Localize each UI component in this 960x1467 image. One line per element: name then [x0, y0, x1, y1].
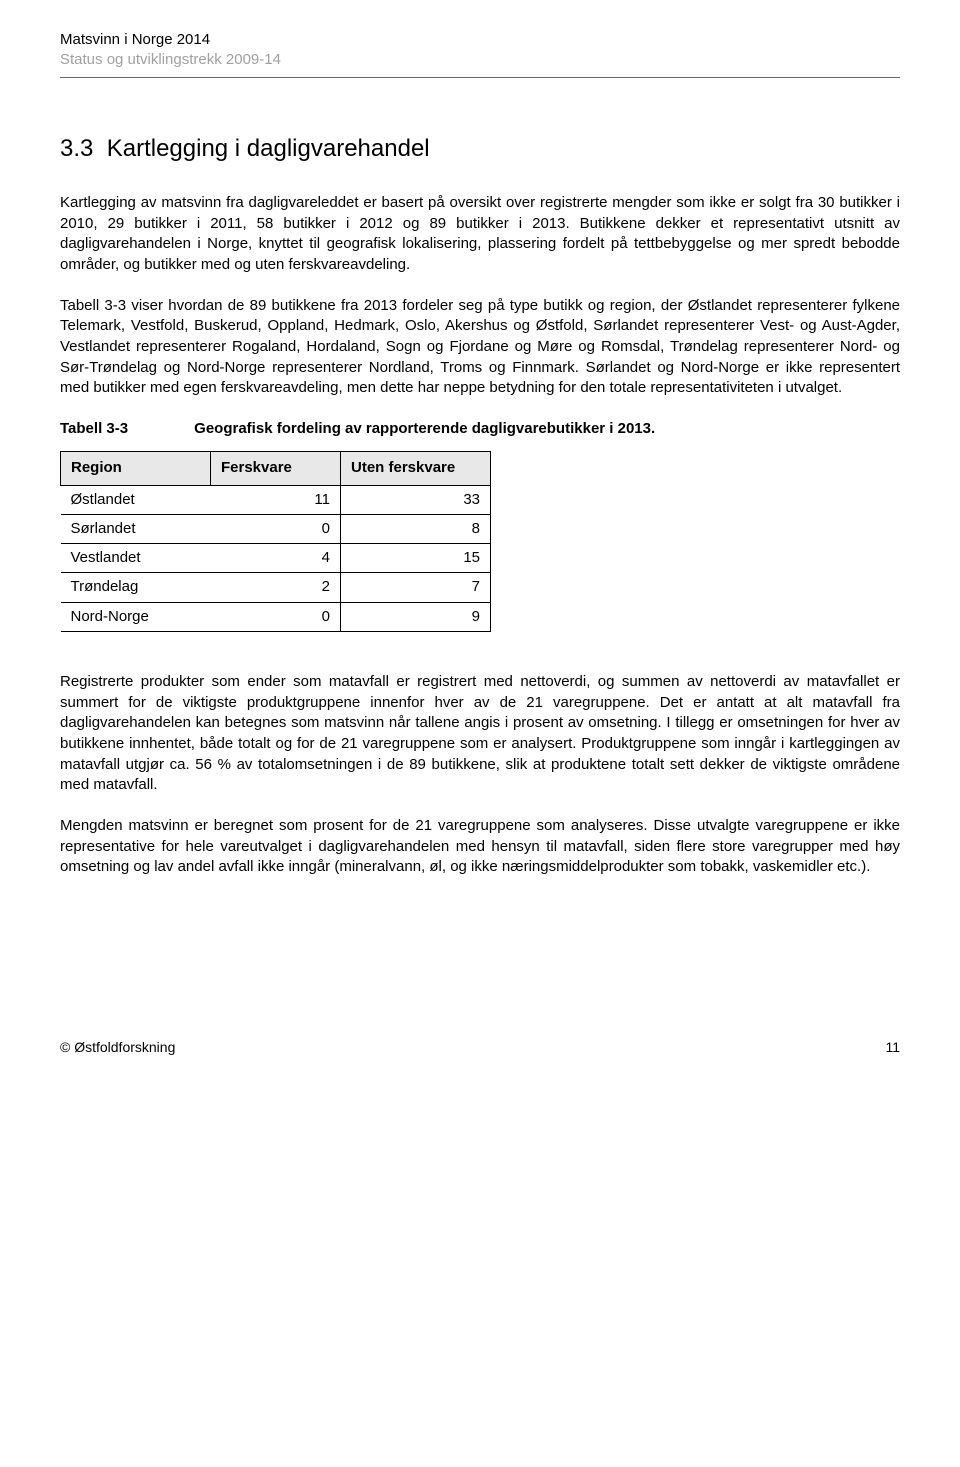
page-header: Matsvinn i Norge 2014 Status og utviklin… [60, 30, 900, 71]
region-table: Region Ferskvare Uten ferskvare Østlande… [60, 451, 491, 632]
col-header-region: Region [61, 452, 211, 485]
cell-uten: 7 [341, 573, 491, 602]
cell-uten: 8 [341, 514, 491, 543]
section-title: Kartlegging i dagligvarehandel [107, 135, 430, 162]
table-row: Østlandet 11 33 [61, 485, 491, 514]
cell-ferskvare: 0 [211, 514, 341, 543]
cell-region: Nord-Norge [61, 602, 211, 631]
table-row: Vestlandet 4 15 [61, 544, 491, 573]
cell-ferskvare: 2 [211, 573, 341, 602]
paragraph-1: Kartlegging av matsvinn fra dagligvarele… [60, 193, 900, 276]
footer-left: © Østfoldforskning [60, 1038, 175, 1057]
paragraph-3: Registrerte produkter som ender som mata… [60, 672, 900, 796]
table-caption: Tabell 3-3 Geografisk fordeling av rappo… [60, 419, 900, 439]
table-header-row: Region Ferskvare Uten ferskvare [61, 452, 491, 485]
cell-region: Sørlandet [61, 514, 211, 543]
header-subtitle: Status og utviklingstrekk 2009-14 [60, 50, 900, 70]
section-number: 3.3 [60, 135, 93, 162]
cell-uten: 15 [341, 544, 491, 573]
table-row: Trøndelag 2 7 [61, 573, 491, 602]
header-rule [60, 77, 900, 78]
page-footer: © Østfoldforskning 11 [60, 1038, 900, 1057]
cell-region: Østlandet [61, 485, 211, 514]
cell-ferskvare: 4 [211, 544, 341, 573]
paragraph-4: Mengden matsvinn er beregnet som prosent… [60, 816, 900, 878]
section-heading: 3.3 Kartlegging i dagligvarehandel [60, 133, 900, 165]
cell-uten: 9 [341, 602, 491, 631]
table-caption-label: Tabell 3-3 [60, 419, 190, 439]
table-row: Nord-Norge 0 9 [61, 602, 491, 631]
paragraph-2: Tabell 3-3 viser hvordan de 89 butikkene… [60, 296, 900, 399]
cell-ferskvare: 11 [211, 485, 341, 514]
col-header-uten-ferskvare: Uten ferskvare [341, 452, 491, 485]
header-title: Matsvinn i Norge 2014 [60, 30, 900, 50]
table-caption-text: Geografisk fordeling av rapporterende da… [194, 420, 655, 437]
cell-region: Trøndelag [61, 573, 211, 602]
footer-page-number: 11 [885, 1038, 900, 1057]
table-row: Sørlandet 0 8 [61, 514, 491, 543]
cell-uten: 33 [341, 485, 491, 514]
col-header-ferskvare: Ferskvare [211, 452, 341, 485]
cell-region: Vestlandet [61, 544, 211, 573]
cell-ferskvare: 0 [211, 602, 341, 631]
